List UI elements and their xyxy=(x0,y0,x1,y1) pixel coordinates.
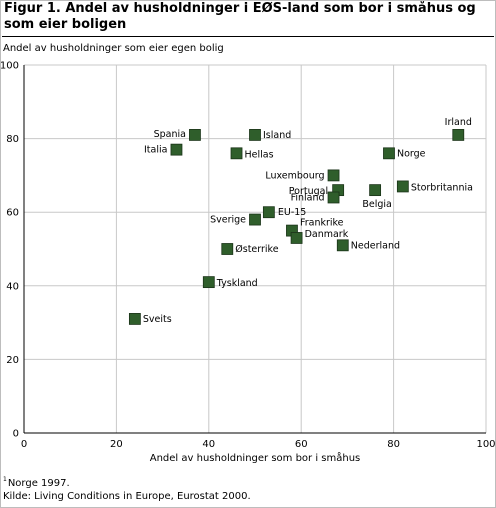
point-label: Island xyxy=(263,130,291,141)
x-tick-label: 100 xyxy=(476,439,495,450)
point-label: Nederland xyxy=(351,240,400,251)
y-axis-label: Andel av husholdninger som eier egen bol… xyxy=(3,43,224,54)
data-point xyxy=(170,143,183,156)
data-point xyxy=(189,129,201,141)
y-tick-label: 60 xyxy=(6,208,19,219)
y-tick-label: 80 xyxy=(6,134,19,145)
data-point xyxy=(262,206,275,219)
point-label: Danmark xyxy=(305,229,349,240)
x-tick-label: 60 xyxy=(295,439,308,450)
point-label: Sverige xyxy=(210,215,246,226)
point-label: Norge xyxy=(397,148,426,159)
y-tick-label: 40 xyxy=(6,281,19,292)
footnote-text: Norge 1997. xyxy=(7,478,70,489)
point-label: Belgia xyxy=(362,199,392,210)
point-label: Luxembourg xyxy=(265,170,324,181)
data-point xyxy=(327,169,340,182)
data-point xyxy=(128,313,141,325)
point-label: Spania xyxy=(154,129,186,140)
data-point xyxy=(336,239,349,252)
x-tick-label: 80 xyxy=(387,439,400,450)
point-label: Portugal xyxy=(289,186,328,197)
scatter-chart: 0 20 40 60 80 100 0 20 40 60 80 100 Andel av hushold… xyxy=(0,61,496,465)
x-tick-label: 40 xyxy=(202,439,215,450)
data-point xyxy=(202,276,215,289)
point-label: Østerrike xyxy=(235,244,278,255)
point-label: EU-15 xyxy=(278,207,306,218)
data-point xyxy=(221,243,234,255)
point-label: Frankrike xyxy=(300,218,344,229)
data-point xyxy=(396,180,409,193)
chart-title: Figur 1. Andel av husholdninger i EØS-la… xyxy=(4,1,476,32)
x-tick-label: 0 xyxy=(21,439,27,450)
footnote: 1Norge 1997. xyxy=(3,476,70,489)
point-label: Irland xyxy=(445,117,472,128)
point-label: Hellas xyxy=(245,149,274,160)
data-point xyxy=(369,184,382,197)
data-point xyxy=(327,191,340,204)
point-label: Tyskland xyxy=(216,278,258,289)
title-rule xyxy=(2,36,494,37)
point-label: Italia xyxy=(144,145,167,156)
y-tick-label: 0 xyxy=(13,429,19,440)
footnote-mark: 1 xyxy=(3,476,7,483)
data-point xyxy=(249,213,261,226)
x-axis-label: Andel av husholdninger som bor i småhus xyxy=(150,451,361,464)
x-tick-label: 20 xyxy=(110,439,123,450)
point-label: Sveits xyxy=(143,314,172,325)
source-note: Kilde: Living Conditions in Europe, Euro… xyxy=(3,491,251,502)
data-point xyxy=(452,129,465,141)
data-point xyxy=(290,232,303,244)
y-tick-label: 100 xyxy=(0,61,19,72)
data-point xyxy=(230,147,243,160)
point-label: Storbritannia xyxy=(411,182,473,193)
point-label: Finland xyxy=(291,192,325,203)
data-point xyxy=(249,129,261,141)
data-point xyxy=(383,147,395,160)
y-tick-label: 20 xyxy=(6,355,19,366)
